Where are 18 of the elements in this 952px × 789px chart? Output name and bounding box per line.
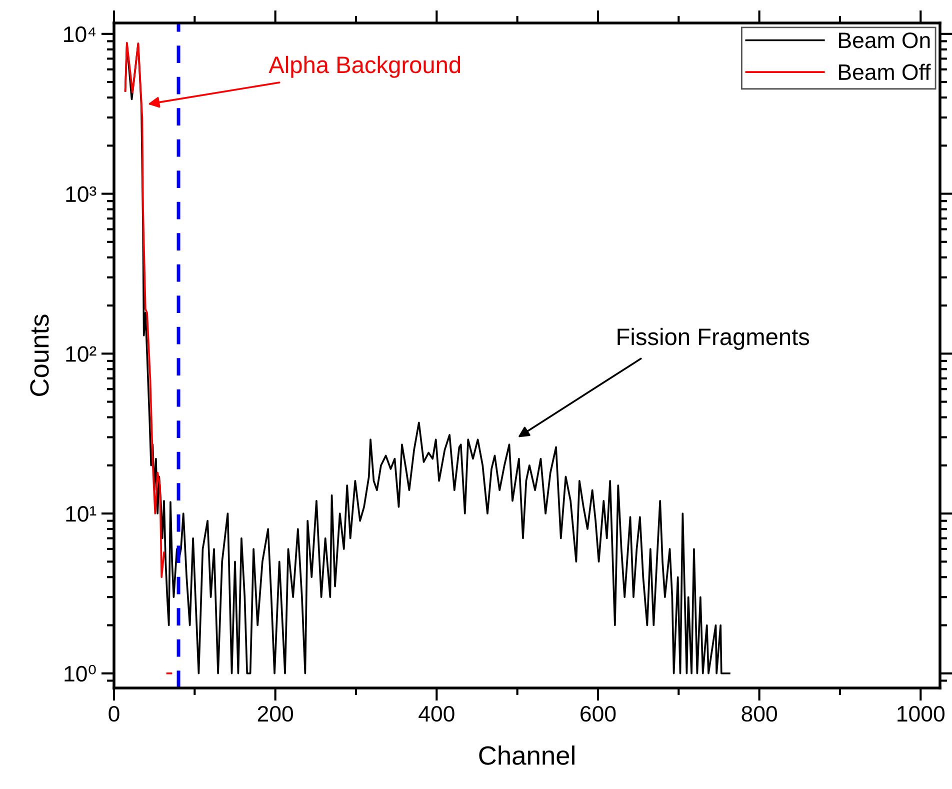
y-tick-label: 10² (66, 346, 96, 362)
y-axis-title: Counts (30, 314, 49, 396)
x-tick-label: 1000 (898, 706, 944, 722)
legend-label: Beam Off (839, 64, 931, 80)
x-tick-label: 0 (108, 706, 120, 722)
x-tick-label: 800 (742, 706, 777, 722)
x-tick-label: 600 (580, 706, 616, 722)
y-tick-label: 10¹ (66, 506, 96, 522)
legend-label: Beam On (839, 32, 930, 48)
x-axis-title: Channel (479, 746, 574, 765)
y-tick-label: 10⁴ (64, 26, 96, 42)
line-series (124, 42, 165, 578)
y-tick-label: 10⁰ (64, 664, 96, 682)
annotation: Alpha Background (268, 56, 460, 78)
y-tick-label: 10³ (66, 186, 96, 202)
annotation: Fission Fragments (618, 328, 810, 350)
x-tick-label: 200 (258, 706, 293, 722)
x-tick-label: 400 (418, 706, 454, 722)
